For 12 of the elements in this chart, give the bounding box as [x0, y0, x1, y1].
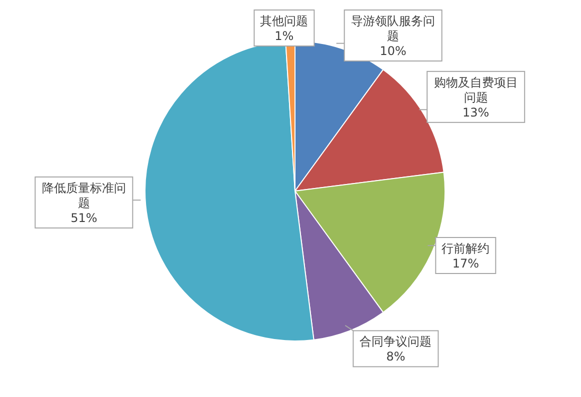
data-label: 8%: [386, 350, 406, 364]
data-label: 51%: [70, 210, 98, 225]
data-label: 10%: [380, 44, 406, 58]
slice-label: 购物及自费项目问题: [434, 75, 518, 104]
data-label: 17%: [452, 256, 479, 270]
slice-label: 行前解约: [442, 242, 490, 256]
slice-label: 导游领队服务问题: [351, 14, 436, 43]
slice-label: 其他问题: [260, 14, 308, 28]
slice-label: 合同争议问题: [360, 334, 432, 349]
slice-label: 降低质量标准问题: [42, 180, 126, 210]
data-label: 13%: [462, 105, 490, 120]
data-label: 1%: [274, 29, 294, 43]
